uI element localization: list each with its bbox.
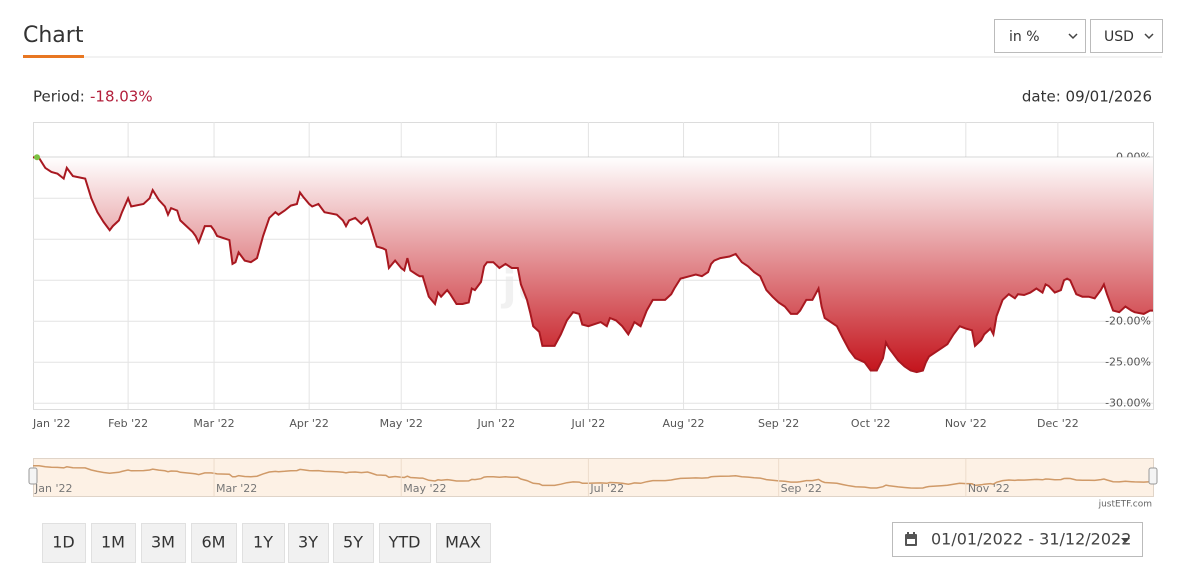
range-button[interactable] — [379, 523, 431, 563]
line — [32, 156, 1153, 374]
area-fill — [33, 157, 1153, 373]
x-tick-label: Feb '22 — [108, 417, 148, 430]
widget-title: Chart — [23, 23, 84, 48]
calendar-icon — [905, 532, 917, 546]
range-button-label: MAX — [445, 533, 481, 552]
date-range-picker[interactable] — [892, 522, 1143, 557]
range-button[interactable] — [191, 523, 237, 563]
x-tick-label: Aug '22 — [663, 417, 705, 430]
y-tick-label: -20.00% — [1105, 314, 1151, 327]
range-button[interactable] — [242, 523, 285, 563]
navigator-line — [32, 464, 1153, 489]
navigator-tick-label: Jul '22 — [589, 482, 624, 495]
unit-select-text: in % — [1009, 29, 1040, 45]
range-button-label: 3Y — [298, 533, 318, 552]
x-tick-label: Nov '22 — [945, 417, 987, 430]
title-underline — [23, 55, 84, 58]
navigator-tick-label: Nov '22 — [968, 482, 1010, 495]
credit: justETF.com — [1098, 500, 1152, 510]
plot-frame — [33, 122, 1154, 410]
x-tick-label: Jan '22 — [32, 417, 70, 430]
range-button-label: 1Y — [253, 533, 273, 552]
range-button-label: 5Y — [343, 533, 363, 552]
navigator-tick-label: Jan '22 — [34, 482, 72, 495]
x-tick-label: Jul '22 — [570, 417, 605, 430]
x-tick-label: Jun '22 — [476, 417, 515, 430]
navigator[interactable] — [33, 458, 1154, 497]
period-value: -18.03% — [90, 88, 153, 106]
navigator-tick-label: Sep '22 — [781, 482, 822, 495]
navigator-tick-label: Mar '22 — [216, 482, 257, 495]
x-tick-label: Dec '22 — [1037, 417, 1079, 430]
range-button[interactable] — [91, 523, 136, 563]
y-tick-label: -25.00% — [1105, 355, 1151, 368]
range-button[interactable] — [42, 523, 86, 563]
x-tick-label: Sep '22 — [758, 417, 799, 430]
range-button[interactable] — [436, 523, 491, 563]
range-button-label: 1M — [101, 533, 125, 552]
x-tick-label: May '22 — [380, 417, 423, 430]
x-tick-label: Mar '22 — [193, 417, 234, 430]
x-tick-label: Apr '22 — [289, 417, 329, 430]
x-tick-label: Oct '22 — [851, 417, 891, 430]
y-tick-label: -30.00% — [1105, 396, 1151, 409]
select-arrow — [1144, 33, 1154, 40]
date-range-text: 01/01/2022 - 31/12/2022 — [931, 530, 1131, 549]
navigator-handle[interactable] — [28, 467, 38, 485]
date-range-caret — [1121, 538, 1130, 543]
range-button-label: 1D — [52, 533, 75, 552]
start-point — [34, 154, 40, 161]
range-button-label: 3M — [151, 533, 175, 552]
range-button-label: YTD — [388, 533, 421, 552]
navigator-handle[interactable] — [1148, 467, 1158, 485]
range-button[interactable] — [333, 523, 374, 563]
period-label: Period: — [33, 88, 85, 106]
range-button[interactable] — [141, 523, 186, 563]
select-arrow — [1068, 33, 1078, 40]
date-label: date: 09/01/2026 — [1022, 88, 1152, 106]
navigator-tick-label: May '22 — [403, 482, 446, 495]
range-button-label: 6M — [202, 533, 226, 552]
currency-select-text: USD — [1104, 29, 1134, 45]
range-button[interactable] — [288, 523, 329, 563]
